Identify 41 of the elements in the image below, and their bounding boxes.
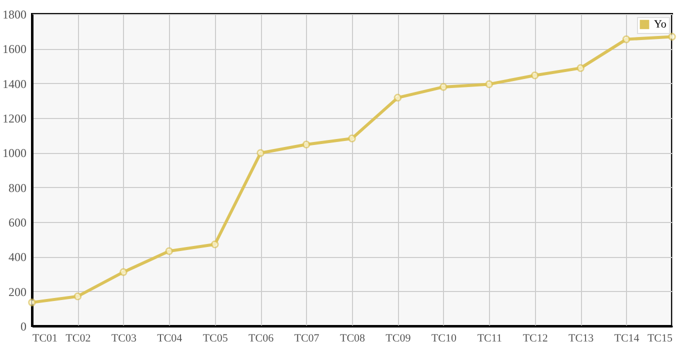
point (530, 71, 539, 80)
point (256, 149, 264, 157)
x-tick-label: TC08 (340, 332, 366, 344)
x-tick-label: TC04 (157, 332, 183, 344)
x-tick-label: TC02 (66, 332, 91, 344)
x-tick-label: TC10 (431, 332, 457, 344)
x-tick-label: TC06 (248, 332, 274, 344)
point (394, 94, 402, 102)
x-tick-label: TC05 (202, 332, 228, 344)
x-tick-label: TC01 (32, 332, 58, 344)
y-tick-label: 600 (8, 216, 26, 230)
point (120, 268, 128, 276)
point (622, 35, 630, 44)
y-tick-label: 800 (8, 180, 26, 195)
point (165, 247, 174, 256)
legend-label: Yo (654, 18, 667, 30)
y-tick-label: 400 (8, 250, 26, 264)
point (485, 80, 494, 88)
x-tick-label: TC09 (386, 332, 412, 344)
point (576, 64, 584, 72)
x-tick-label: TC13 (568, 332, 594, 344)
point (668, 32, 676, 41)
x-tick-label: TC12 (522, 332, 548, 344)
y-tick-label: 1800 (2, 8, 26, 22)
y-tick-label: 1400 (2, 76, 26, 91)
point (440, 83, 448, 91)
point (210, 240, 219, 248)
point (302, 140, 310, 148)
x-tick-label: TC03 (111, 332, 137, 344)
x-tick-label: TC14 (614, 332, 640, 344)
y-tick-label: 0 (20, 320, 26, 334)
y-tick-label: 1600 (2, 42, 26, 56)
x-tick-label: TC07 (294, 332, 320, 344)
y-tick-label: 1200 (2, 112, 26, 126)
point (348, 134, 356, 142)
y-tick-label: 1000 (2, 146, 26, 160)
point (28, 298, 36, 306)
x-tick-label: TC11 (477, 332, 502, 344)
y-tick-label: 200 (8, 284, 26, 299)
point (74, 292, 82, 300)
x-tick-label: TC15 (647, 332, 673, 344)
